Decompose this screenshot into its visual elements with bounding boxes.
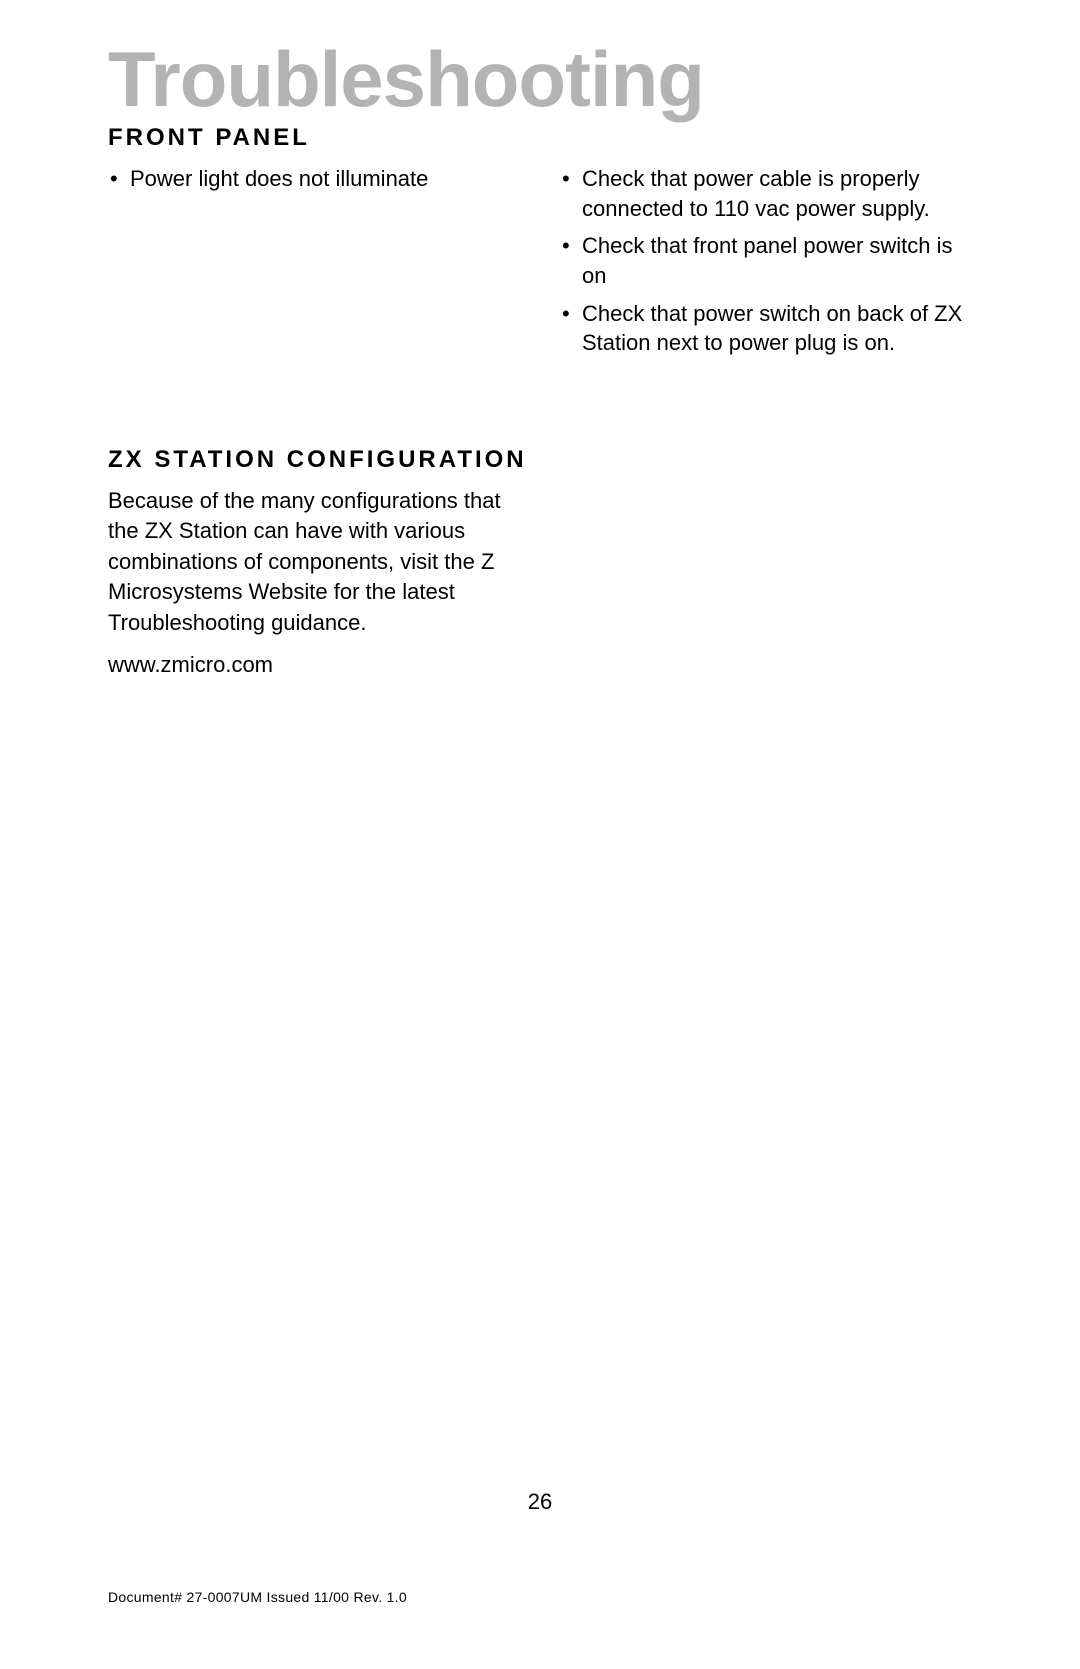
list-item: Check that power switch on back of ZX St… [560,299,972,358]
website-url: www.zmicro.com [108,650,516,680]
right-column: Check that power cable is properly conne… [560,164,972,366]
symptom-list: Power light does not illuminate [108,164,520,194]
list-item: Power light does not illuminate [108,164,520,194]
solution-list: Check that power cable is properly conne… [560,164,972,358]
body-paragraph: Because of the many configurations that … [108,486,516,638]
list-item: Check that front panel power switch is o… [560,231,972,290]
page-title: Troubleshooting [108,40,972,118]
left-column: Power light does not illuminate [108,164,520,366]
section-heading-front-panel: FRONT PANEL [108,124,972,152]
page-number: 26 [0,1489,1080,1515]
list-item: Check that power cable is properly conne… [560,164,972,223]
section-heading-zx-config: ZX STATION CONFIGURATION [108,446,972,474]
two-column-layout: Power light does not illuminate Check th… [108,164,972,366]
section-zx-config: ZX STATION CONFIGURATION Because of the … [108,446,972,680]
document-footer: Document# 27-0007UM Issued 11/00 Rev. 1.… [108,1589,407,1605]
